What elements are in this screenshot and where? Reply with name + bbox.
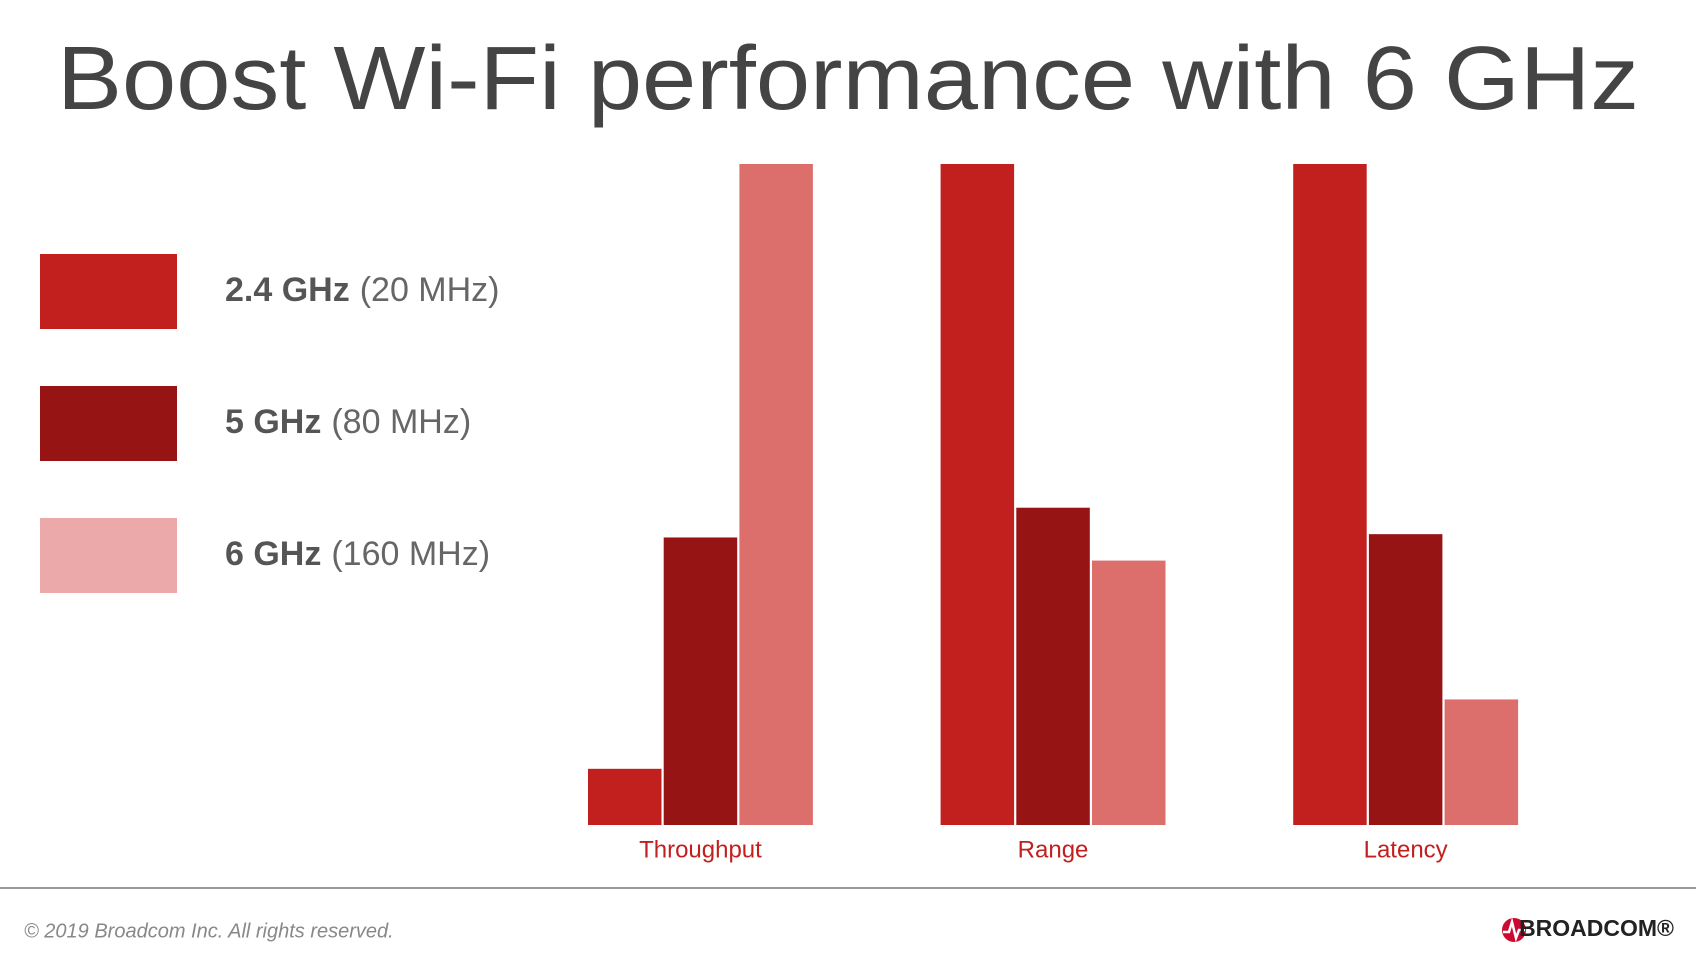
bar bbox=[1293, 164, 1367, 825]
x-tick-label: Latency bbox=[1364, 836, 1448, 863]
bar bbox=[588, 768, 662, 825]
legend-label: 5 GHz (80 MHz) bbox=[225, 403, 471, 441]
legend-bandwidth: (80 MHz) bbox=[331, 403, 471, 441]
legend-swatch bbox=[40, 386, 177, 461]
bar bbox=[1092, 560, 1166, 825]
bar bbox=[1444, 699, 1519, 825]
legend-label: 2.4 GHz (20 MHz) bbox=[225, 271, 500, 309]
legend-name: 2.4 GHz bbox=[225, 271, 350, 309]
bar bbox=[940, 164, 1015, 825]
bar bbox=[739, 164, 813, 825]
legend-label: 6 GHz (160 MHz) bbox=[225, 535, 490, 573]
legend-swatch bbox=[40, 518, 177, 593]
legend-name: 6 GHz bbox=[225, 535, 321, 573]
x-tick-label: Range bbox=[1018, 836, 1089, 863]
bar bbox=[663, 537, 738, 825]
logo: BROADCOM® bbox=[1519, 915, 1674, 941]
legend-bandwidth: (20 MHz) bbox=[360, 271, 500, 309]
x-tick-label: Throughput bbox=[639, 836, 762, 863]
logo-wave bbox=[1503, 917, 1525, 943]
legend-name: 5 GHz bbox=[225, 403, 321, 441]
legend-swatch bbox=[40, 254, 177, 329]
legend-bandwidth: (160 MHz) bbox=[331, 535, 490, 573]
chart-title: Boost Wi-Fi performance with 6 GHz bbox=[57, 29, 1639, 129]
bar bbox=[1016, 507, 1090, 825]
bar bbox=[1368, 534, 1443, 825]
copyright: © 2019 Broadcom Inc. All rights reserved… bbox=[24, 920, 394, 942]
